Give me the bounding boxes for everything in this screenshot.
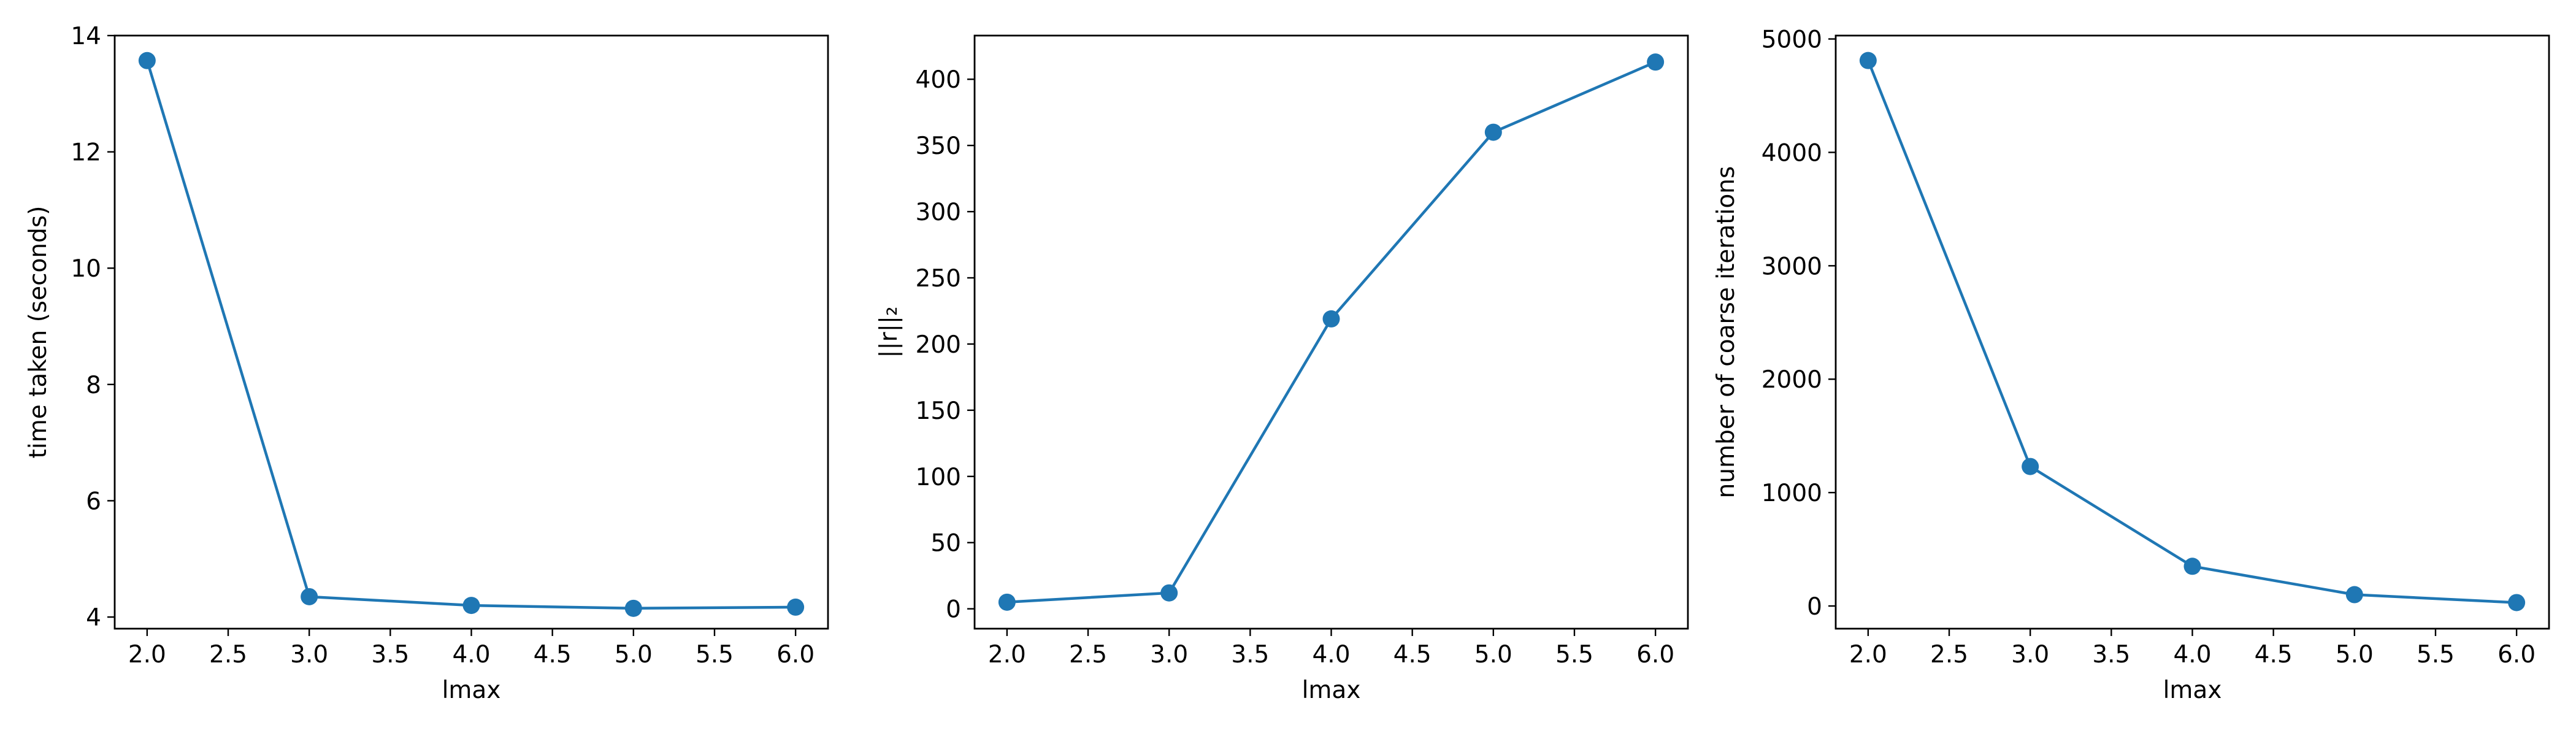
- data-point: [301, 588, 318, 605]
- data-point: [999, 594, 1016, 611]
- y-tick-label: 100: [916, 464, 961, 491]
- x-tick-label: 4.0: [452, 641, 490, 669]
- x-tick-label: 3.0: [290, 641, 328, 669]
- y-tick-label: 4: [86, 604, 101, 632]
- x-tick-label: 6.0: [1636, 641, 1674, 669]
- x-tick-label: 4.0: [2173, 641, 2211, 669]
- x-axis-label: lmax: [1302, 677, 1361, 704]
- data-point: [139, 52, 156, 69]
- x-tick-label: 2.5: [1069, 641, 1107, 669]
- data-point: [1323, 310, 1340, 328]
- data-point: [463, 597, 480, 614]
- x-tick-label: 5.5: [2417, 641, 2455, 669]
- x-tick-label: 2.0: [1849, 641, 1887, 669]
- y-tick-label: 0: [1807, 593, 1822, 621]
- x-tick-label: 6.0: [776, 641, 815, 669]
- y-tick-label: 5000: [1761, 26, 1822, 54]
- data-point: [2184, 558, 2201, 575]
- y-tick-label: 50: [930, 530, 961, 558]
- y-tick-label: 0: [946, 596, 961, 624]
- x-tick-label: 3.0: [2011, 641, 2049, 669]
- y-tick-label: 10: [71, 255, 101, 283]
- x-tick-label: 3.0: [1150, 641, 1188, 669]
- x-tick-label: 5.5: [696, 641, 734, 669]
- y-tick-label: 300: [916, 199, 961, 226]
- x-tick-label: 2.0: [128, 641, 166, 669]
- data-point: [2022, 458, 2039, 475]
- y-tick-label: 1000: [1761, 480, 1822, 507]
- x-tick-label: 5.0: [2336, 641, 2374, 669]
- x-tick-label: 2.0: [988, 641, 1026, 669]
- x-tick-label: 4.0: [1312, 641, 1350, 669]
- x-tick-label: 3.5: [1231, 641, 1269, 669]
- data-point: [1647, 53, 1664, 71]
- x-tick-label: 5.5: [1555, 641, 1593, 669]
- y-tick-label: 4000: [1761, 139, 1822, 167]
- data-point: [625, 600, 642, 617]
- y-tick-label: 6: [86, 488, 101, 515]
- x-tick-label: 5.0: [1474, 641, 1512, 669]
- y-tick-label: 400: [916, 66, 961, 94]
- y-tick-label: 250: [916, 265, 961, 293]
- x-tick-label: 4.5: [2255, 641, 2293, 669]
- y-tick-label: 2000: [1761, 366, 1822, 394]
- x-tick-label: 4.5: [534, 641, 572, 669]
- y-tick-label: 350: [916, 132, 961, 160]
- x-tick-label: 3.5: [371, 641, 409, 669]
- data-point: [1160, 585, 1178, 602]
- data-point: [1485, 124, 1502, 141]
- y-axis-label: ||r||₂: [875, 306, 903, 358]
- x-tick-label: 6.0: [2497, 641, 2536, 669]
- x-tick-label: 4.5: [1393, 641, 1432, 669]
- y-axis-label: number of coarse iterations: [1712, 166, 1740, 499]
- y-tick-label: 200: [916, 331, 961, 359]
- y-tick-label: 12: [71, 139, 101, 167]
- data-point: [787, 599, 804, 616]
- y-tick-label: 150: [916, 397, 961, 425]
- x-tick-label: 2.5: [1930, 641, 1968, 669]
- y-tick-label: 14: [71, 23, 101, 50]
- data-point: [1860, 52, 1877, 69]
- y-tick-label: 3000: [1761, 253, 1822, 280]
- x-tick-label: 5.0: [615, 641, 653, 669]
- data-point: [2346, 586, 2363, 604]
- x-axis-label: lmax: [2163, 677, 2222, 704]
- data-point: [2508, 594, 2525, 611]
- x-tick-label: 2.5: [209, 641, 247, 669]
- y-axis-label: time taken (seconds): [25, 206, 52, 459]
- y-tick-label: 8: [86, 372, 101, 399]
- x-tick-label: 3.5: [2092, 641, 2130, 669]
- x-axis-label: lmax: [442, 677, 501, 704]
